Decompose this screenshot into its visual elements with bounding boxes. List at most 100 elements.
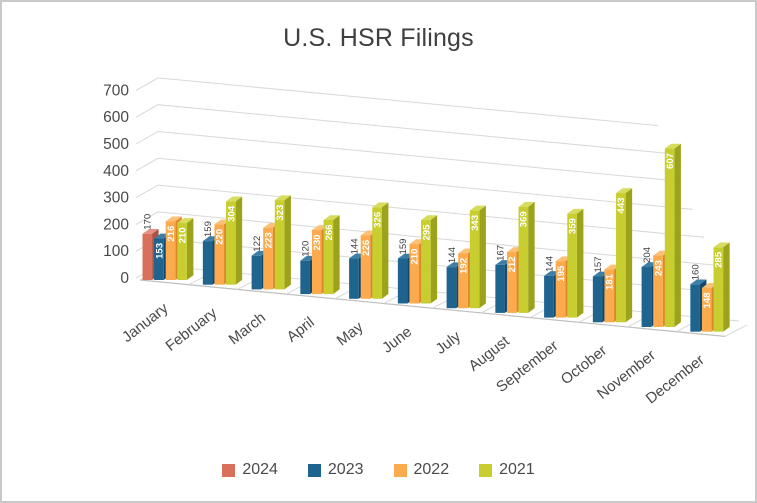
value-label-inside: 220 [215, 229, 226, 245]
legend-item-2022: 2022 [393, 461, 450, 479]
bar-top-face [142, 228, 159, 234]
value-label-outside: 157 [593, 256, 604, 272]
bar-top-face [567, 208, 584, 214]
bar-front-face [251, 255, 262, 290]
bar-front-face [154, 238, 164, 280]
legend-swatch-2024 [222, 463, 236, 477]
bar-front-face [300, 260, 310, 295]
bar-front-face [372, 207, 382, 299]
bar-2021-december [713, 242, 730, 332]
legend-label: 2023 [327, 461, 364, 478]
value-label-inside: 192 [458, 258, 469, 274]
value-label-inside: 195 [556, 265, 567, 282]
bar-front-face [311, 230, 322, 295]
legend-swatch-2023 [307, 463, 321, 477]
bar-front-face [263, 227, 273, 290]
bar-front-face [165, 221, 176, 280]
value-label-inside: 607 [665, 153, 676, 169]
gridline-600 [135, 104, 670, 154]
bar-top-face [616, 188, 633, 194]
floor-tick [724, 324, 748, 337]
y-axis-label: 500 [103, 136, 129, 153]
value-label-inside: 359 [568, 218, 579, 234]
value-label-inside: 295 [421, 224, 432, 241]
bar-front-face [274, 200, 285, 290]
y-axis-label: 700 [103, 82, 129, 99]
bar-top-face [690, 279, 707, 285]
x-axis-label-october: October [558, 342, 611, 388]
chart-title: U.S. HSR Filings [283, 24, 474, 52]
legend: 2024 2023 2022 2021 [2, 456, 755, 484]
value-label-outside: 160 [691, 264, 702, 280]
value-label-inside: 212 [507, 257, 518, 273]
bar-top-face [323, 215, 340, 220]
gridline-700 [135, 77, 658, 127]
bar-front-face [701, 287, 712, 332]
bar-front-face [202, 241, 213, 285]
bar-side-face [284, 195, 291, 290]
x-axis-label-july: July [432, 328, 464, 358]
bar-front-face [214, 224, 225, 285]
value-label-inside: 326 [373, 212, 384, 228]
bar-front-face [323, 219, 334, 295]
bar-side-face [333, 215, 340, 295]
y-axis-label: 400 [103, 163, 129, 180]
value-label-inside: 443 [616, 198, 627, 214]
bar-front-face [713, 247, 724, 332]
bar-front-face [421, 220, 431, 304]
x-axis-label-february: February [162, 304, 220, 355]
y-axis-label: 100 [103, 243, 129, 260]
bar-side-face [576, 208, 584, 318]
bar-2021-august [518, 202, 535, 313]
bar-front-face [664, 148, 675, 327]
value-label-inside: 216 [166, 226, 177, 242]
legend-swatch-2022 [393, 463, 407, 477]
bar-side-face [186, 218, 194, 280]
legend-label: 2022 [413, 461, 450, 478]
value-label-outside: 204 [642, 246, 653, 263]
bar-front-face [142, 233, 153, 280]
bar-top-face [421, 215, 438, 221]
value-label-inside: 323 [275, 205, 286, 221]
y-axis-label: 0 [120, 270, 129, 287]
bar-front-face [518, 206, 529, 313]
bar-top-face [226, 196, 243, 202]
legend-item-2021: 2021 [479, 461, 535, 479]
legend-item-2023: 2023 [307, 461, 364, 479]
x-axis-label-august: August [465, 332, 513, 375]
value-label-outside: 159 [398, 238, 409, 254]
value-label-inside: 343 [470, 215, 481, 231]
x-axis-label-april: April [284, 314, 318, 346]
value-label-inside: 304 [226, 205, 237, 222]
value-label-outside: 144 [447, 246, 458, 263]
value-label-inside: 153 [154, 243, 165, 259]
value-label-outside: 170 [143, 214, 154, 230]
bar-2021-july [469, 205, 486, 309]
bar-top-face [713, 242, 730, 248]
bar-2021-may [372, 202, 389, 299]
bar-side-face [430, 215, 438, 304]
bar-front-face [544, 275, 554, 318]
legend-label: 2024 [242, 461, 278, 478]
bar-top-face [469, 205, 486, 211]
bar-2021-october [616, 188, 633, 323]
value-label-outside: 122 [252, 236, 263, 252]
bar-2021-january [177, 218, 194, 280]
bar-front-face [616, 193, 626, 323]
bar-front-face [458, 253, 468, 309]
bar-front-face [604, 269, 615, 323]
value-label-inside: 210 [410, 249, 421, 265]
x-axis-label-march: March [226, 309, 269, 348]
legend-label: 2021 [499, 461, 535, 478]
bar-side-face [625, 188, 633, 323]
value-label-inside: 230 [312, 235, 323, 251]
bar-top-face [177, 218, 194, 223]
value-label-inside: 181 [605, 273, 616, 290]
value-label-inside: 266 [324, 225, 335, 241]
bar-side-face [479, 205, 486, 309]
bar-front-face [555, 261, 566, 318]
y-axis-label: 200 [103, 216, 129, 233]
value-label-outside: 167 [496, 245, 507, 261]
bar-2021-march [274, 195, 291, 290]
